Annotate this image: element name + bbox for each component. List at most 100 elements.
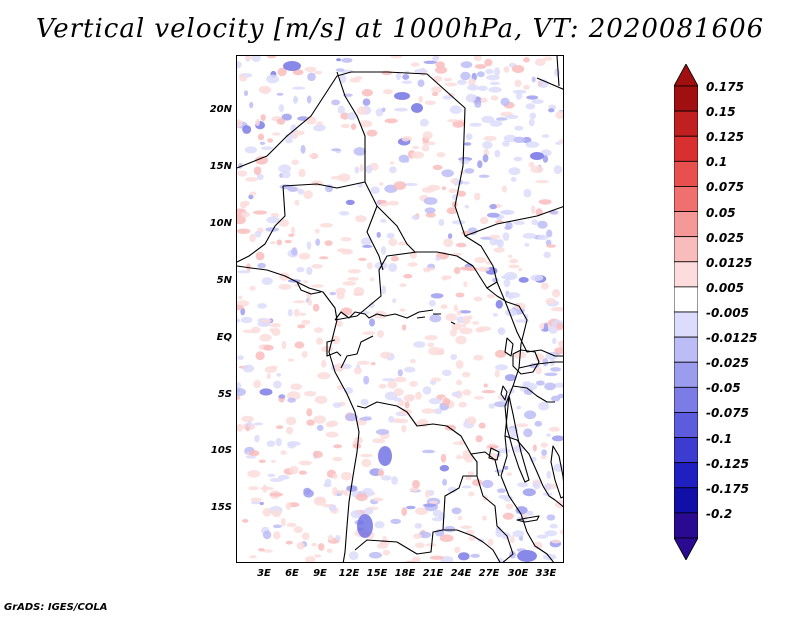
velocity-speckle (394, 107, 408, 112)
velocity-speckle (447, 486, 457, 494)
velocity-speckle (516, 423, 529, 428)
velocity-speckle (314, 327, 324, 333)
velocity-speckle (341, 471, 352, 481)
velocity-speckle (424, 489, 431, 498)
velocity-speckle (468, 536, 476, 542)
velocity-speckle (330, 175, 345, 180)
velocity-speckle (414, 68, 428, 74)
velocity-speckle (284, 239, 292, 244)
velocity-speckle (473, 296, 483, 302)
velocity-speckle (551, 435, 563, 442)
velocity-speckle (296, 266, 305, 273)
velocity-speckle (362, 331, 376, 336)
velocity-speckle (427, 342, 435, 348)
velocity-speckle (458, 552, 470, 561)
colorbar-label: 0.15 (706, 105, 736, 120)
velocity-speckle (432, 164, 443, 171)
velocity-speckle (496, 488, 506, 494)
velocity-speckle (254, 434, 260, 443)
velocity-speckle (477, 85, 488, 92)
colorbar-label: -0.075 (706, 406, 749, 421)
velocity-speckle (454, 546, 461, 554)
velocity-speckle (287, 441, 297, 449)
velocity-speckle (500, 209, 515, 215)
velocity-speckle (414, 523, 422, 529)
colorbar-label: 0.1 (706, 155, 728, 170)
velocity-speckle (440, 453, 447, 463)
velocity-speckle (393, 397, 402, 402)
velocity-speckle (249, 233, 256, 243)
velocity-speckle (501, 185, 508, 193)
velocity-speckle (463, 281, 468, 288)
velocity-speckle (472, 479, 483, 487)
velocity-speckle (298, 470, 307, 475)
velocity-speckle (413, 341, 426, 348)
velocity-speckle (327, 534, 334, 541)
velocity-speckle (514, 79, 522, 88)
colorbar-box (674, 311, 698, 338)
velocity-speckle (347, 277, 359, 281)
velocity-speckle (429, 500, 438, 504)
velocity-speckle (275, 437, 282, 447)
velocity-speckle (482, 515, 487, 521)
velocity-speckle (504, 308, 518, 317)
velocity-speckle (267, 56, 277, 59)
velocity-speckle (272, 132, 281, 136)
velocity-speckle (546, 229, 553, 238)
velocity-speckle (422, 386, 432, 395)
velocity-speckle (237, 388, 246, 396)
velocity-field (237, 56, 563, 562)
velocity-speckle (535, 58, 546, 66)
velocity-speckle (538, 199, 552, 205)
velocity-speckle (441, 169, 454, 178)
velocity-strong-blob (394, 92, 410, 100)
lon-label: 6E (285, 568, 299, 579)
velocity-speckle (415, 542, 425, 549)
velocity-speckle (381, 107, 386, 113)
velocity-speckle (380, 351, 392, 359)
velocity-speckle (387, 380, 398, 389)
velocity-speckle (443, 398, 451, 406)
velocity-speckle (451, 507, 462, 515)
velocity-speckle (506, 472, 512, 477)
velocity-speckle (490, 95, 499, 101)
velocity-speckle (493, 247, 506, 253)
velocity-speckle (542, 155, 549, 163)
velocity-speckle (397, 369, 403, 377)
velocity-speckle (349, 77, 361, 83)
velocity-speckle (424, 335, 438, 341)
velocity-speckle (492, 277, 499, 283)
velocity-speckle (345, 413, 358, 422)
velocity-speckle (495, 299, 503, 309)
velocity-speckle (500, 97, 510, 106)
velocity-speckle (553, 382, 563, 388)
velocity-speckle (431, 517, 445, 522)
velocity-speckle (237, 318, 241, 323)
velocity-speckle (443, 238, 454, 248)
velocity-speckle (306, 95, 312, 104)
velocity-speckle (293, 300, 306, 304)
velocity-speckle (376, 231, 381, 238)
velocity-speckle (546, 433, 551, 437)
lat-label: EQ (216, 332, 232, 343)
velocity-speckle (301, 532, 310, 541)
velocity-speckle (456, 190, 466, 197)
velocity-speckle (545, 352, 558, 360)
velocity-speckle (550, 210, 559, 215)
lon-label: 15E (366, 568, 388, 579)
velocity-speckle (248, 450, 260, 457)
velocity-speckle (286, 522, 297, 528)
velocity-speckle (360, 398, 369, 406)
velocity-strong-blob (517, 550, 537, 562)
chart-title: Vertical velocity [m/s] at 1000hPa, VT: … (35, 14, 765, 44)
velocity-speckle (370, 277, 375, 282)
velocity-speckle (292, 69, 304, 76)
velocity-speckle (553, 289, 560, 293)
velocity-speckle (237, 270, 251, 274)
lake-albert (504, 337, 514, 357)
velocity-speckle (431, 86, 443, 94)
velocity-speckle (421, 187, 435, 193)
velocity-speckle (554, 68, 560, 77)
velocity-speckle (502, 140, 510, 147)
lat-label: 15S (210, 502, 232, 513)
